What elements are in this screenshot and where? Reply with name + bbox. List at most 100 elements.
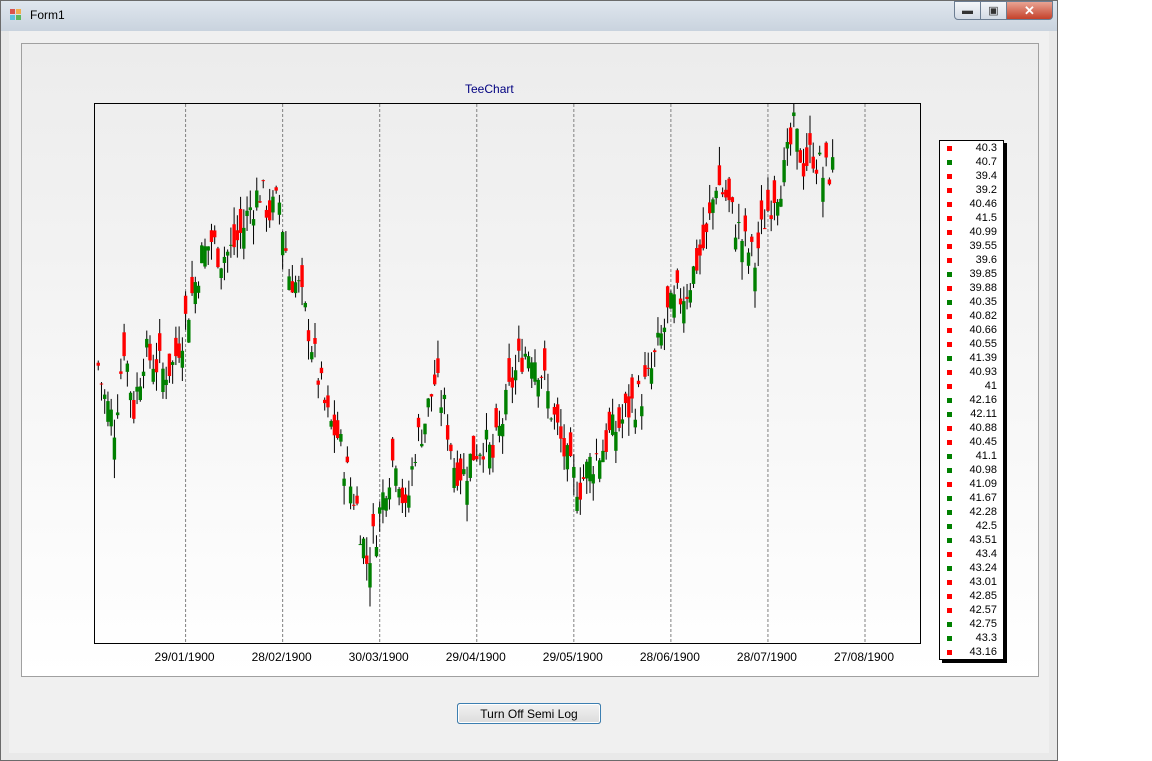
legend-item: 43.4: [940, 548, 1003, 562]
candle-body: [258, 201, 262, 203]
candle: [368, 547, 372, 607]
legend-label: 40.93: [969, 366, 997, 378]
candle-body: [488, 444, 492, 469]
candle-body: [329, 421, 333, 427]
candle: [814, 159, 819, 185]
legend-marker: [947, 258, 952, 263]
candle: [277, 194, 282, 225]
legend-label: 40.3: [975, 142, 997, 154]
candle: [691, 265, 696, 288]
candle-body: [365, 555, 369, 564]
turn-off-semi-log-button[interactable]: Turn Off Semi Log: [457, 703, 601, 724]
candle: [782, 147, 786, 187]
candle-body: [795, 128, 799, 152]
candle: [727, 176, 731, 213]
candle-body: [458, 458, 463, 481]
candle-body: [335, 420, 340, 439]
candle: [546, 373, 550, 419]
legend-label: 39.6: [975, 254, 997, 266]
minimize-button[interactable]: ▬: [954, 1, 981, 20]
legend-marker: [947, 384, 952, 389]
candle-body: [251, 219, 256, 226]
candle-body: [339, 434, 343, 442]
candle: [708, 184, 712, 220]
candle: [371, 503, 375, 544]
candle: [452, 457, 456, 493]
candle-body: [394, 468, 398, 486]
candle: [530, 357, 534, 389]
candle: [688, 283, 692, 308]
candle: [384, 495, 388, 517]
candle: [420, 429, 424, 448]
legend-item: 39.2: [940, 184, 1003, 198]
legend-item: 39.4: [940, 170, 1003, 184]
candle: [649, 352, 654, 390]
candle-body: [122, 332, 126, 357]
candle-body: [381, 492, 385, 510]
candle: [251, 210, 256, 245]
legend-marker: [947, 412, 952, 417]
close-button[interactable]: ✕: [1007, 1, 1053, 20]
candle-body: [562, 438, 566, 457]
legend-item: 39.85: [940, 268, 1003, 282]
legend-item: 43.51: [940, 534, 1003, 548]
candle-body: [682, 301, 686, 324]
plot-area[interactable]: [94, 103, 921, 644]
candle: [274, 185, 278, 194]
legend-marker: [947, 160, 952, 165]
candle: [488, 442, 492, 475]
candle-body: [572, 466, 576, 478]
candle-body: [433, 374, 437, 385]
legend-marker: [947, 594, 952, 599]
candle-body: [384, 498, 388, 511]
candle: [423, 423, 427, 443]
legend-label: 42.85: [969, 590, 997, 602]
candle: [445, 414, 450, 451]
candle-body: [581, 477, 586, 479]
candle-body: [543, 348, 547, 371]
legend-item: 41: [940, 380, 1003, 394]
legend-label: 41: [984, 380, 997, 392]
legend-label: 40.35: [969, 296, 997, 308]
candle: [436, 340, 440, 378]
candle-body: [475, 456, 479, 460]
candle: [662, 318, 667, 351]
candle-body: [746, 252, 751, 266]
candle: [310, 345, 314, 363]
candle: [287, 268, 291, 291]
candle-body: [701, 224, 705, 249]
candle: [187, 318, 191, 343]
candle-body: [756, 232, 760, 249]
legend-marker: [947, 230, 952, 235]
candle-body: [653, 350, 657, 353]
candle-body: [180, 350, 185, 368]
legend-item: 43.16: [940, 646, 1003, 660]
candle: [348, 477, 353, 510]
candle-body: [303, 302, 307, 308]
candle: [258, 195, 262, 203]
legend-item: 43.24: [940, 562, 1003, 576]
candle: [255, 177, 259, 211]
candle-body: [397, 488, 401, 498]
candle: [306, 318, 311, 360]
candle: [112, 419, 117, 479]
legend-marker: [947, 328, 952, 333]
candle-body: [348, 486, 353, 504]
title-bar[interactable]: Form1 ▬ ▣ ✕: [1, 1, 1057, 31]
x-tick-label: 29/01/1900: [154, 650, 215, 664]
legend-item: 41.5: [940, 212, 1003, 226]
candle-body: [235, 230, 240, 241]
candle-body: [575, 496, 579, 511]
candle-body: [601, 450, 605, 463]
candle-body: [261, 180, 265, 182]
candle: [193, 276, 197, 314]
x-tick-label: 27/08/1900: [833, 650, 895, 664]
candle: [665, 285, 670, 324]
candle: [588, 453, 592, 494]
candle-body: [290, 281, 295, 293]
legend-label: 41.09: [969, 478, 997, 490]
maximize-button[interactable]: ▣: [981, 1, 1007, 20]
candle: [733, 224, 738, 252]
candle: [607, 407, 612, 433]
legend-label: 39.2: [975, 184, 997, 196]
